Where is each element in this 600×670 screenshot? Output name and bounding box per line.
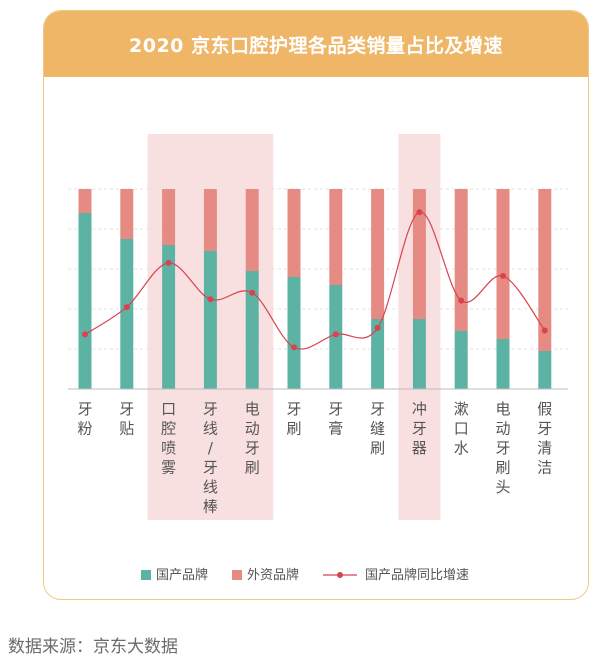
legend-label-growth: 国产品牌同比增速 xyxy=(365,567,469,583)
legend-swatch-growth-dot xyxy=(337,572,343,578)
growth-point xyxy=(374,324,381,331)
bar-domestic xyxy=(120,239,134,389)
bar-domestic xyxy=(245,271,259,389)
bar-foreign xyxy=(454,189,468,331)
growth-point xyxy=(416,209,423,216)
chart-title: 2020 京东口腔护理各品类销量占比及增速 xyxy=(44,11,588,77)
bar-foreign xyxy=(78,189,92,213)
legend-label-domestic: 国产品牌 xyxy=(156,567,208,583)
bar-foreign xyxy=(329,189,343,285)
bar-foreign xyxy=(412,189,426,319)
bar-foreign xyxy=(371,189,385,319)
x-tick-label: 牙线/牙线棒 xyxy=(203,400,218,516)
bar-domestic xyxy=(371,319,385,389)
data-source-note: 数据来源：京东大数据 xyxy=(8,637,178,657)
bar-foreign xyxy=(496,189,510,339)
bar-foreign xyxy=(538,189,552,351)
x-tick-label: 电动牙刷 xyxy=(245,400,260,477)
x-tick-label: 牙贴 xyxy=(119,400,134,438)
bar-domestic xyxy=(287,277,301,389)
growth-point xyxy=(82,331,88,338)
x-tick-label: 牙缝刷 xyxy=(370,400,385,457)
growth-point xyxy=(500,272,506,279)
bar-foreign xyxy=(287,189,301,277)
bar-foreign xyxy=(162,189,176,245)
x-tick-label: 牙粉 xyxy=(77,400,92,438)
growth-point xyxy=(165,259,172,266)
growth-point xyxy=(291,344,297,351)
legend-label-foreign: 外资品牌 xyxy=(247,567,299,583)
x-tick-label: 牙膏 xyxy=(328,400,343,438)
growth-point xyxy=(249,289,256,296)
bar-domestic xyxy=(78,213,92,389)
bar-domestic xyxy=(454,331,468,389)
legend-swatch-foreign xyxy=(232,570,242,580)
x-tick-label: 假牙清洁 xyxy=(537,400,552,477)
bar-domestic xyxy=(496,339,510,389)
growth-point xyxy=(123,304,130,311)
bar-domestic xyxy=(538,351,552,389)
bar-foreign xyxy=(120,189,134,239)
bar-foreign xyxy=(203,189,217,251)
growth-point xyxy=(458,297,465,304)
growth-point xyxy=(207,296,214,303)
growth-point xyxy=(541,327,548,334)
x-tick-label: 电动牙刷头 xyxy=(495,400,510,496)
growth-point xyxy=(332,331,339,338)
bar-domestic xyxy=(162,245,176,389)
x-tick-label: 牙刷 xyxy=(286,400,301,438)
x-tick-label: 漱口水 xyxy=(454,400,469,457)
bar-domestic xyxy=(412,319,426,389)
x-tick-label: 口腔喷雾 xyxy=(161,400,176,477)
x-tick-label: 冲牙器 xyxy=(412,400,427,457)
legend-swatch-domestic xyxy=(141,570,151,580)
bar-foreign xyxy=(245,189,259,271)
bar-domestic xyxy=(203,251,217,389)
